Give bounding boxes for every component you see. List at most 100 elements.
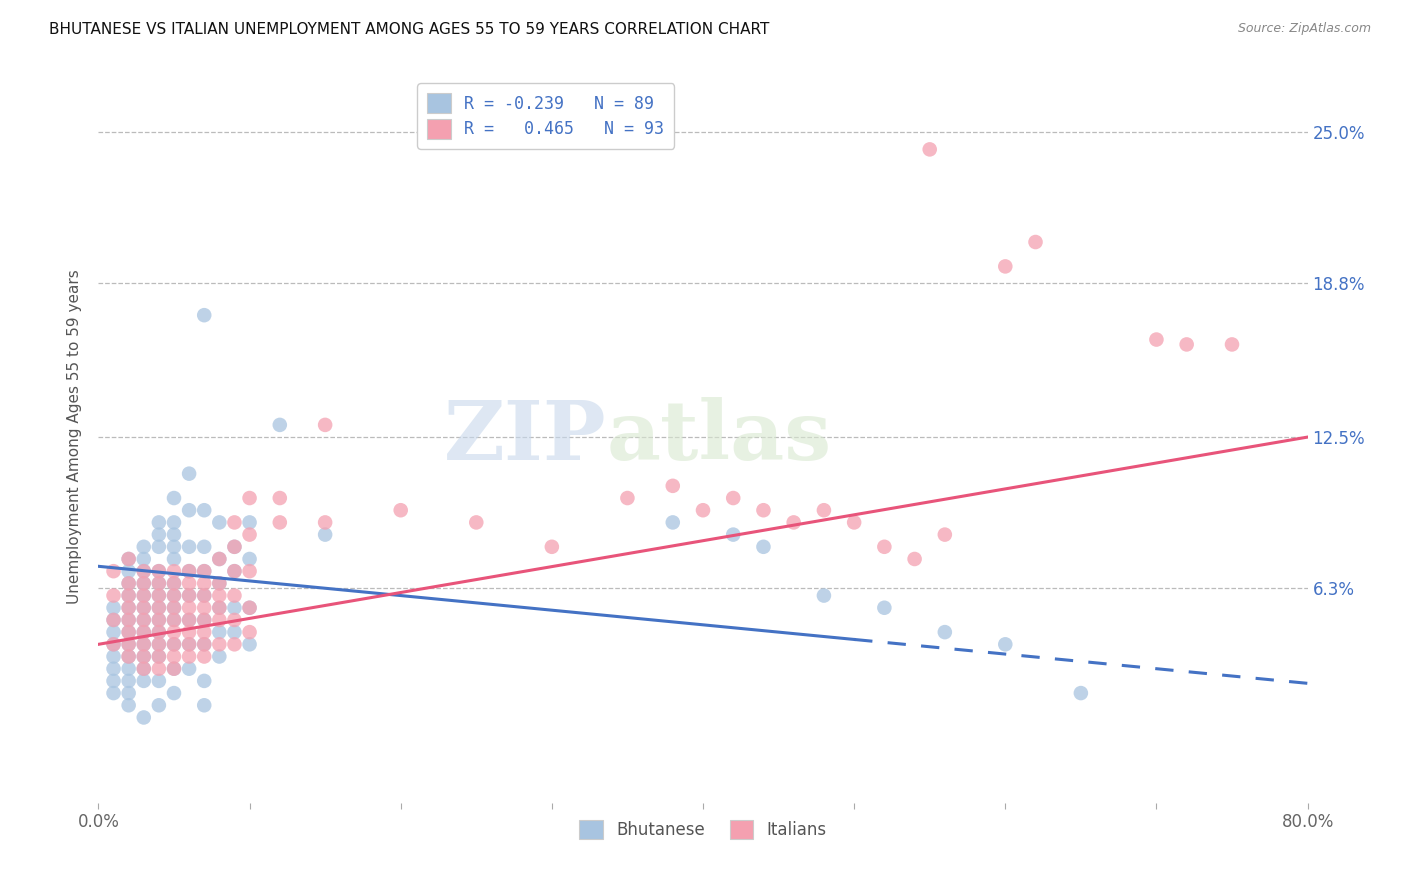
Point xyxy=(224,589,246,603)
Point xyxy=(132,649,155,664)
Point xyxy=(163,686,186,700)
Point xyxy=(1175,337,1198,351)
Point xyxy=(224,625,246,640)
Point xyxy=(132,637,155,651)
Point xyxy=(103,600,125,615)
Point xyxy=(163,613,186,627)
Text: atlas: atlas xyxy=(606,397,831,477)
Point xyxy=(193,600,215,615)
Point xyxy=(103,662,125,676)
Point xyxy=(132,710,155,724)
Point xyxy=(179,564,201,578)
Point xyxy=(148,662,170,676)
Point xyxy=(994,260,1017,274)
Point xyxy=(163,662,186,676)
Point xyxy=(193,576,215,591)
Point xyxy=(208,552,231,566)
Point xyxy=(163,491,186,505)
Point xyxy=(465,516,488,530)
Point xyxy=(118,625,141,640)
Point xyxy=(723,527,745,541)
Point xyxy=(224,613,246,627)
Point xyxy=(148,698,170,713)
Point xyxy=(118,698,141,713)
Point xyxy=(208,625,231,640)
Point xyxy=(132,637,155,651)
Point xyxy=(783,516,806,530)
Point xyxy=(132,540,155,554)
Point xyxy=(193,649,215,664)
Point xyxy=(163,625,186,640)
Point xyxy=(193,673,215,688)
Point xyxy=(179,613,201,627)
Point xyxy=(208,576,231,591)
Point xyxy=(118,613,141,627)
Point xyxy=(239,625,262,640)
Point xyxy=(239,564,262,578)
Point xyxy=(118,589,141,603)
Point xyxy=(224,637,246,651)
Point xyxy=(179,637,201,651)
Point xyxy=(269,417,291,432)
Point xyxy=(163,600,186,615)
Point xyxy=(193,589,215,603)
Point xyxy=(179,613,201,627)
Point xyxy=(208,600,231,615)
Point xyxy=(314,516,336,530)
Point xyxy=(163,613,186,627)
Point xyxy=(103,613,125,627)
Point xyxy=(934,625,956,640)
Point xyxy=(118,673,141,688)
Point xyxy=(163,662,186,676)
Point xyxy=(692,503,714,517)
Point xyxy=(148,576,170,591)
Point xyxy=(132,613,155,627)
Point xyxy=(163,589,186,603)
Point xyxy=(118,600,141,615)
Point xyxy=(148,564,170,578)
Point xyxy=(239,637,262,651)
Point xyxy=(103,673,125,688)
Point xyxy=(148,527,170,541)
Point xyxy=(118,637,141,651)
Point xyxy=(224,564,246,578)
Point xyxy=(103,686,125,700)
Point xyxy=(1220,337,1243,351)
Point xyxy=(239,600,262,615)
Point xyxy=(179,576,201,591)
Point xyxy=(103,649,125,664)
Point xyxy=(163,540,186,554)
Point xyxy=(314,527,336,541)
Point xyxy=(132,662,155,676)
Point xyxy=(148,649,170,664)
Point xyxy=(118,564,141,578)
Point xyxy=(179,600,201,615)
Point xyxy=(103,637,125,651)
Point xyxy=(661,516,683,530)
Point xyxy=(224,564,246,578)
Point xyxy=(813,589,835,603)
Point xyxy=(179,540,201,554)
Point xyxy=(193,637,215,651)
Point xyxy=(132,552,155,566)
Point xyxy=(148,649,170,664)
Point xyxy=(163,649,186,664)
Text: ZIP: ZIP xyxy=(444,397,606,477)
Point xyxy=(132,613,155,627)
Point xyxy=(752,503,775,517)
Point xyxy=(148,564,170,578)
Point xyxy=(179,625,201,640)
Point xyxy=(163,637,186,651)
Point xyxy=(193,698,215,713)
Point xyxy=(132,589,155,603)
Point xyxy=(239,600,262,615)
Point xyxy=(193,613,215,627)
Point xyxy=(103,625,125,640)
Point xyxy=(132,564,155,578)
Point xyxy=(132,564,155,578)
Point xyxy=(148,625,170,640)
Point xyxy=(873,540,896,554)
Point xyxy=(148,540,170,554)
Point xyxy=(193,540,215,554)
Point xyxy=(179,589,201,603)
